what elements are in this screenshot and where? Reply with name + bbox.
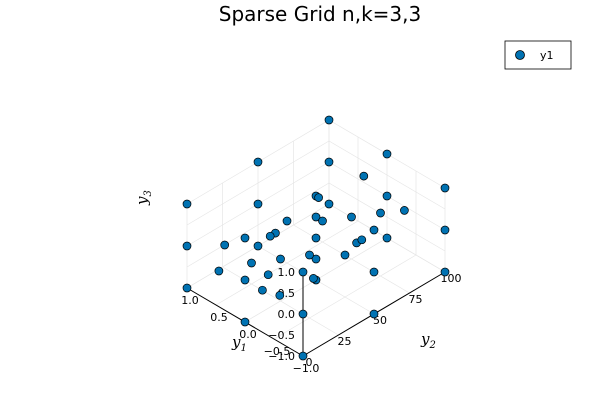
- x-axis-label-sub: 1: [240, 343, 246, 354]
- floor-grid-line: [215, 220, 359, 306]
- data-point: [253, 199, 263, 209]
- data-point: [382, 149, 392, 159]
- data-points: [182, 115, 450, 361]
- data-point: [314, 193, 323, 202]
- y-tick-label: 0: [306, 356, 313, 369]
- data-point: [359, 171, 369, 181]
- data-point: [258, 285, 267, 295]
- data-point: [340, 250, 350, 260]
- y-axis-label: y2: [420, 330, 436, 351]
- side-wall-grid-line: [186, 140, 330, 226]
- data-point: [298, 351, 308, 361]
- data-point: [311, 233, 321, 243]
- z-tick-label: 1.0: [278, 266, 296, 279]
- z-tick-label: −1.0: [268, 350, 295, 363]
- x-tick-label: −1.0: [293, 362, 320, 375]
- data-point: [369, 225, 379, 235]
- legend-label: y1: [540, 49, 554, 62]
- z-axis-label-base: y: [133, 196, 151, 206]
- data-point: [440, 267, 450, 277]
- chart-title: Sparse Grid n,k=3,3: [219, 2, 421, 26]
- z-axis-label: y3: [133, 190, 154, 206]
- data-point: [440, 225, 450, 235]
- data-point: [265, 231, 275, 241]
- legend-box: [504, 40, 572, 70]
- data-point: [357, 235, 367, 245]
- z-tick-label: −0.5: [268, 329, 295, 342]
- x-tick-label: −0.5: [264, 345, 291, 358]
- data-point: [324, 199, 334, 209]
- x-axis-label: y1: [231, 333, 247, 354]
- data-point: [369, 309, 379, 319]
- z-axis-label-sub: 3: [143, 190, 154, 196]
- data-point: [282, 216, 292, 226]
- back-wall-grid-line: [328, 140, 446, 210]
- data-point: [263, 270, 273, 280]
- data-point: [220, 240, 230, 250]
- data-point: [182, 241, 192, 251]
- data-point: [240, 233, 250, 243]
- y-axis-label-sub: 2: [428, 340, 435, 351]
- y-tick-label: 75: [409, 293, 423, 306]
- data-point: [276, 254, 285, 264]
- data-point: [253, 241, 263, 251]
- data-point: [298, 267, 308, 277]
- data-point: [240, 275, 250, 285]
- data-point: [324, 115, 334, 125]
- data-point: [311, 254, 321, 264]
- data-point: [440, 183, 450, 193]
- tick-labels: −1.0−0.50.00.51.00255075100−1.0−0.50.00.…: [181, 266, 461, 375]
- data-point: [182, 283, 192, 293]
- data-point: [298, 309, 308, 319]
- data-point: [347, 212, 356, 222]
- y-tick-label: 25: [338, 335, 352, 348]
- data-point: [275, 291, 285, 300]
- data-point: [369, 267, 379, 277]
- legend: y1: [504, 40, 572, 70]
- data-point: [311, 212, 321, 222]
- data-point: [214, 266, 224, 276]
- x-tick-label: 0.0: [239, 328, 257, 341]
- data-point: [305, 250, 314, 260]
- data-point: [247, 258, 256, 268]
- x-tick-label: 0.5: [210, 311, 228, 324]
- x-axis-label-base: y: [231, 333, 241, 351]
- data-point: [182, 199, 192, 209]
- data-point: [240, 317, 250, 327]
- x-tick-label: 1.0: [181, 294, 199, 307]
- data-point: [376, 208, 385, 218]
- y-axis-label-base: y: [420, 330, 430, 348]
- data-point: [400, 206, 409, 215]
- legend-marker: [515, 50, 525, 60]
- data-point: [253, 157, 263, 167]
- data-point: [382, 233, 392, 243]
- data-point: [382, 191, 392, 201]
- data-point: [318, 216, 327, 226]
- z-tick-label: 0.0: [278, 308, 296, 321]
- data-point: [309, 274, 318, 283]
- data-point: [324, 157, 334, 167]
